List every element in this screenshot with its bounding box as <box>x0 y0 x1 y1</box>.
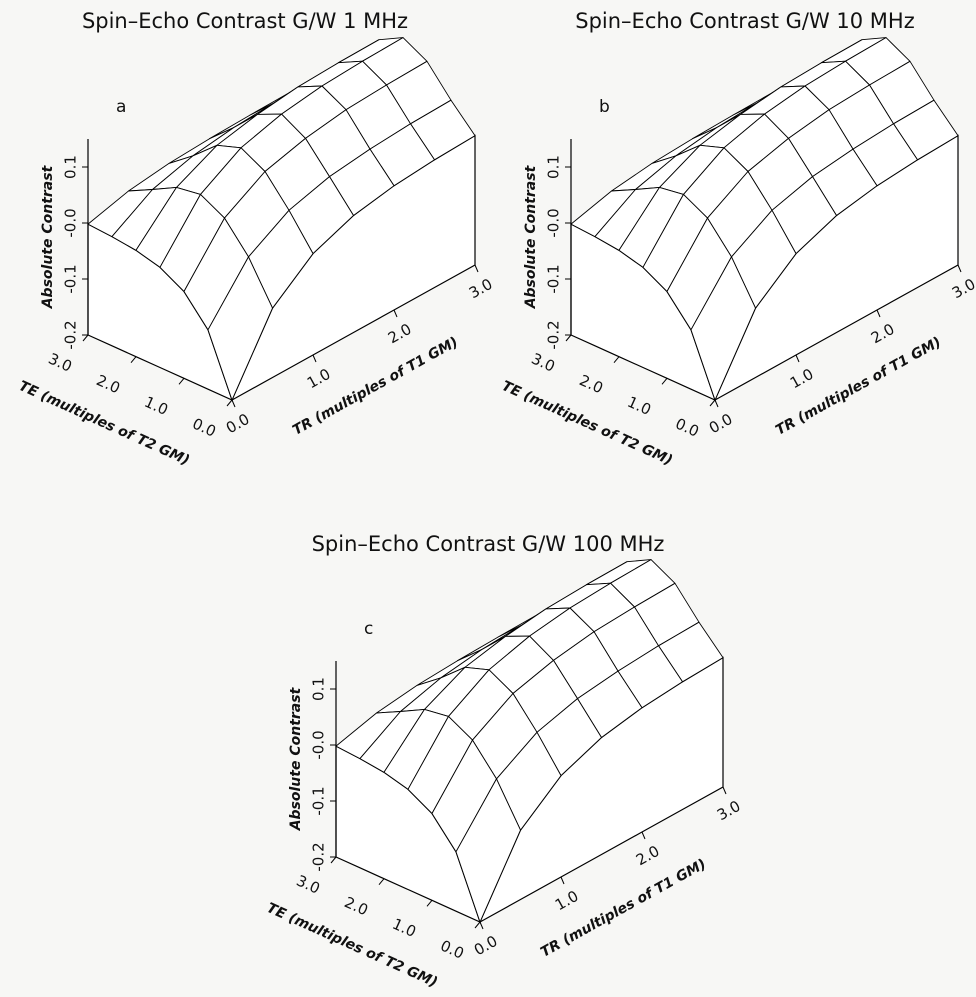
surface-patch <box>207 256 273 401</box>
z-axis-label: Absolute Contrast <box>288 686 304 831</box>
x-tick <box>474 921 481 929</box>
surface-chart: Spin–Echo Contrast G/W 100 MHz -0.2 -0.1 -0… <box>264 532 743 991</box>
x-tick-label: 0.0 <box>673 414 702 440</box>
y-tick-label: 0.0 <box>223 410 253 437</box>
z-tick-label: 0.1 <box>310 677 328 701</box>
y-tick <box>795 354 800 363</box>
x-tick <box>130 356 137 363</box>
y-tick <box>560 876 565 885</box>
y-tick-label: 3.0 <box>949 275 976 302</box>
x-tick <box>426 900 433 907</box>
y-tick <box>876 309 881 318</box>
x-tick <box>709 399 716 407</box>
z-tick-label: -0.2 <box>62 320 80 349</box>
y-tick-label: 3.0 <box>466 275 496 302</box>
x-tick-label: 1.0 <box>625 393 654 419</box>
y-tick-label: 2.0 <box>633 842 663 869</box>
panel-label: b <box>599 97 610 117</box>
y-tick-label: 1.0 <box>552 887 582 914</box>
x-tick-label: 1.0 <box>142 393 171 419</box>
z-axis-label: Absolute Contrast <box>523 164 539 309</box>
z-axis-label: Absolute Contrast <box>40 164 56 309</box>
panel-label: a <box>116 97 126 117</box>
z-tick-label: -0.0 <box>310 730 328 759</box>
x-tick-label: 3.0 <box>529 349 558 375</box>
x-tick <box>565 334 572 342</box>
x-tick-label: 2.0 <box>94 371 123 397</box>
y-tick-label: 2.0 <box>868 320 898 347</box>
y-tick <box>641 831 646 840</box>
y-tick-label: 1.0 <box>304 365 334 392</box>
x-tick-label: 0.0 <box>190 414 219 440</box>
y-tick <box>393 309 398 318</box>
chart-title: Spin–Echo Contrast G/W 10 MHz <box>575 9 914 33</box>
y-tick <box>231 399 236 408</box>
y-tick <box>722 786 727 795</box>
y-tick <box>957 264 962 273</box>
y-tick-label: 0.0 <box>471 932 501 959</box>
z-tick-label: -0.2 <box>310 842 328 871</box>
z-tick-label: -0.0 <box>62 208 80 237</box>
x-tick <box>661 378 668 385</box>
x-tick <box>226 399 233 407</box>
z-tick-label: 0.1 <box>545 155 563 179</box>
surface-patch <box>690 256 756 401</box>
surface-chart: Spin–Echo Contrast G/W 10 MHz -0.2 -0.1 -0.… <box>499 9 976 469</box>
x-tick <box>82 334 89 342</box>
y-tick-label: 1.0 <box>787 365 817 392</box>
x-tick-label: 1.0 <box>390 915 419 941</box>
x-tick <box>378 878 385 885</box>
y-tick-label: 0.0 <box>706 410 736 437</box>
x-tick <box>613 356 620 363</box>
x-tick-label: 3.0 <box>46 349 75 375</box>
z-tick-label: -0.1 <box>545 264 563 293</box>
x-tick-label: 2.0 <box>577 371 606 397</box>
z-tick-label: -0.1 <box>310 786 328 815</box>
surface-patch <box>455 778 521 923</box>
x-tick <box>330 856 337 864</box>
chart-title: Spin–Echo Contrast G/W 1 MHz <box>82 9 408 33</box>
panel-label: c <box>364 619 373 639</box>
y-tick <box>479 921 484 930</box>
z-tick-label: -0.1 <box>62 264 80 293</box>
z-tick-label: -0.2 <box>545 320 563 349</box>
z-tick-label: -0.0 <box>545 208 563 237</box>
y-tick <box>714 399 719 408</box>
chart-title: Spin–Echo Contrast G/W 100 MHz <box>312 532 665 556</box>
y-tick <box>312 354 317 363</box>
y-tick-label: 2.0 <box>385 320 415 347</box>
x-tick-label: 3.0 <box>294 871 323 897</box>
y-tick <box>474 264 479 273</box>
x-tick <box>178 378 185 385</box>
x-tick-label: 2.0 <box>342 893 371 919</box>
x-tick-label: 0.0 <box>438 936 467 962</box>
y-tick-label: 3.0 <box>714 797 744 824</box>
surface-chart: Spin–Echo Contrast G/W 1 MHz -0.2 -0.1 -0.0… <box>16 9 495 469</box>
z-tick-label: 0.1 <box>62 155 80 179</box>
